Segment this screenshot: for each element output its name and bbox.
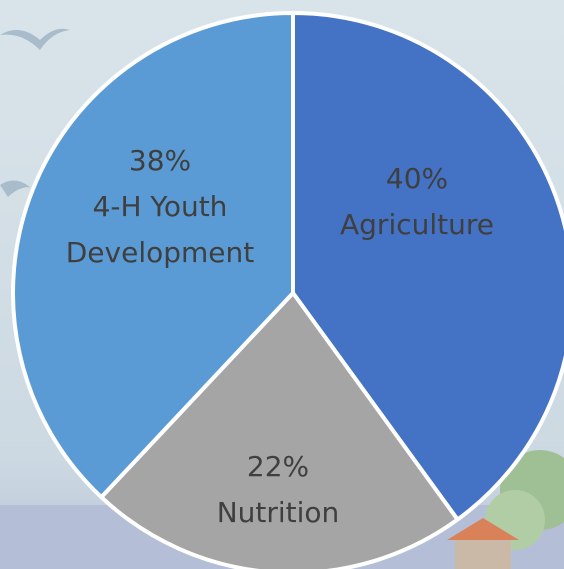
- value-label: 22%: [246, 450, 310, 483]
- pie-slice: [11, 11, 295, 500]
- bird: [0, 28, 70, 50]
- slice-label: 38% 4-H Youth Development: [45, 138, 275, 276]
- house: [455, 540, 511, 569]
- category-label: Agriculture: [340, 208, 494, 241]
- slice-label: 22% Nutrition: [163, 444, 393, 536]
- category-label: 4-H Youth Development: [65, 190, 255, 269]
- slice-label: 40% Agriculture: [302, 156, 532, 248]
- house-roof: [447, 518, 519, 540]
- value-label: 38%: [128, 144, 192, 177]
- pie: [11, 11, 564, 569]
- pie-slice: [291, 11, 564, 522]
- pie-slice: [99, 291, 460, 569]
- bird: [0, 180, 30, 197]
- value-label: 40%: [385, 162, 449, 195]
- category-label: Nutrition: [216, 496, 340, 529]
